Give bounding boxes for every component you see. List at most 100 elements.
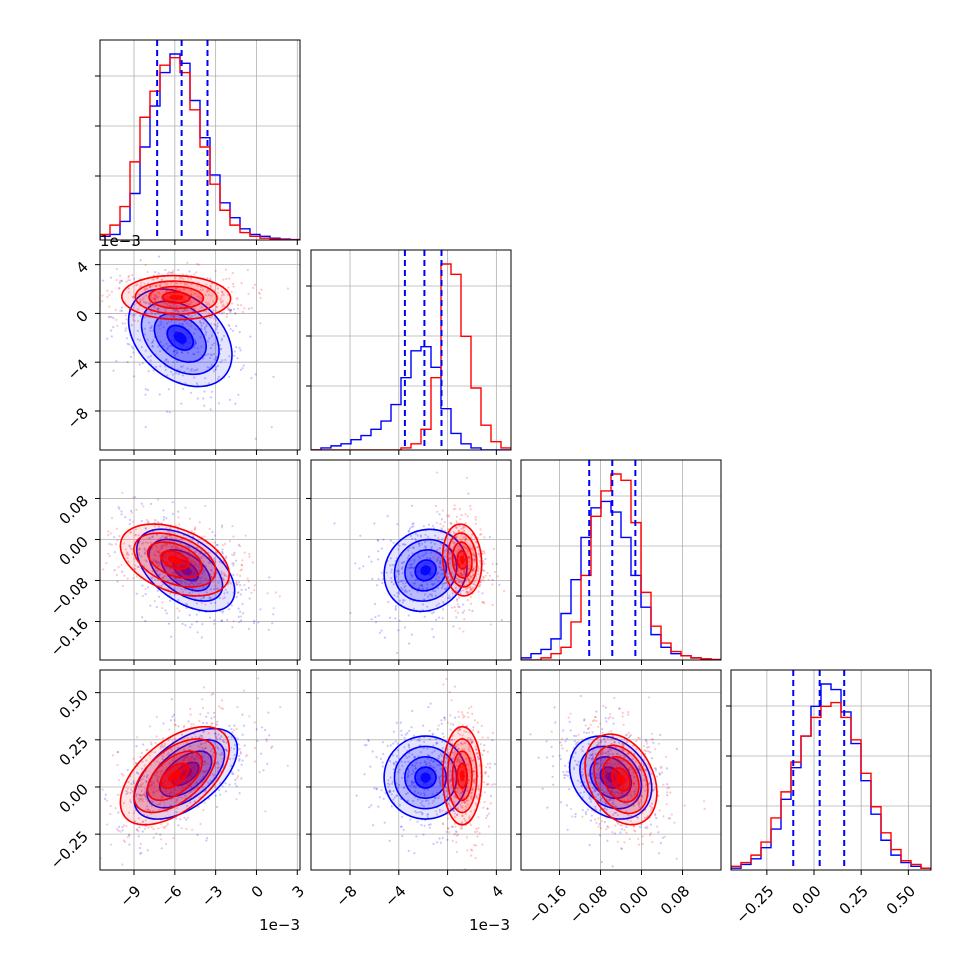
scatter-point (141, 760, 144, 763)
scatter-point (475, 577, 478, 580)
scatter-point (152, 780, 155, 783)
scatter-point (410, 780, 413, 783)
scatter-point (464, 539, 467, 542)
scatter-point (216, 805, 219, 809)
scatter-point (422, 525, 425, 528)
scatter-point (463, 748, 466, 751)
scatter-point (453, 800, 456, 804)
scatter-point (196, 582, 199, 585)
scatter-point (157, 775, 160, 778)
scatter-point (475, 748, 478, 751)
scatter-point (141, 594, 144, 598)
scatter-point (657, 742, 661, 745)
scatter-point (209, 588, 212, 591)
scatter-point (460, 759, 463, 762)
scatter-point (128, 518, 131, 522)
scatter-point (462, 790, 465, 793)
scatter-point (454, 507, 457, 510)
scatter-point (212, 370, 215, 373)
scatter-point (196, 397, 199, 400)
scatter-point (197, 756, 200, 759)
scatter-point (162, 326, 165, 329)
scatter-point (428, 593, 431, 596)
scatter-point (187, 720, 190, 723)
scatter-point (370, 618, 373, 621)
scatter-point (156, 779, 159, 782)
scatter-point (579, 694, 582, 698)
scatter-point (188, 583, 191, 587)
scatter-point (482, 575, 485, 578)
scatter-point (187, 351, 190, 355)
scatter-point (434, 796, 437, 800)
scatter-point (242, 724, 245, 727)
scatter-point (451, 743, 454, 747)
scatter-point (425, 763, 428, 766)
scatter-point (604, 717, 607, 720)
scatter-point (131, 552, 134, 556)
scatter-point (477, 590, 480, 593)
scatter-point (204, 293, 207, 297)
density-fill (459, 769, 465, 782)
scatter-point (457, 728, 461, 731)
scatter-point (223, 596, 226, 599)
scatter-point (159, 770, 162, 773)
scatter-point (91, 537, 93, 539)
scatter-point (198, 757, 201, 760)
scatter-point (426, 556, 429, 559)
scatter-point (480, 578, 483, 582)
scatter-point (140, 346, 143, 349)
scatter-point (126, 577, 129, 580)
scatter-point (170, 546, 173, 549)
scatter-point (176, 807, 179, 810)
scatter-point (139, 797, 142, 801)
scatter-point (492, 547, 495, 551)
scatter-point (402, 561, 405, 564)
scatter-point (157, 272, 160, 275)
scatter-point (184, 382, 187, 385)
scatter-point (237, 393, 240, 396)
contour-line (456, 762, 468, 789)
scatter-point (419, 534, 422, 537)
scatter-point (470, 740, 473, 744)
scatter-point (447, 827, 450, 830)
scatter-point (124, 516, 127, 519)
scatter-point (235, 346, 238, 349)
scatter-point (468, 564, 471, 567)
scatter-point (219, 348, 222, 351)
scatter-point (151, 278, 154, 281)
scatter-point (156, 803, 159, 806)
scatter-point (460, 827, 464, 830)
scatter-point (226, 602, 230, 605)
scatter-point (210, 550, 213, 554)
scatter-point (486, 763, 489, 766)
scatter-point (410, 563, 413, 566)
scatter-point (453, 794, 456, 798)
scatter-point (158, 393, 161, 396)
scatter-point (218, 737, 221, 740)
scatter-point (115, 360, 118, 363)
scatter-point (491, 578, 494, 581)
scatter-point (182, 387, 185, 390)
scatter-point (456, 603, 459, 606)
scatter-point (482, 550, 485, 553)
scatter-point (464, 535, 467, 538)
scatter-point (128, 522, 131, 526)
scatter-point (144, 527, 147, 530)
scatter-point (207, 711, 210, 715)
scatter-point (444, 773, 447, 776)
scatter-point (169, 577, 172, 580)
scatter-point (134, 533, 137, 536)
scatter-point (203, 326, 206, 329)
scatter-point (272, 613, 275, 616)
scatter-point (117, 565, 120, 569)
scatter-point (131, 274, 134, 277)
scatter-point (181, 351, 184, 354)
scatter-point (447, 802, 450, 805)
scatter-point (477, 787, 480, 790)
scatter-point (207, 561, 210, 564)
scatter-point (461, 611, 464, 614)
scatter-point (429, 823, 432, 826)
scatter-point (161, 278, 164, 281)
scatter-point (459, 803, 462, 806)
scatter-point (482, 749, 485, 752)
